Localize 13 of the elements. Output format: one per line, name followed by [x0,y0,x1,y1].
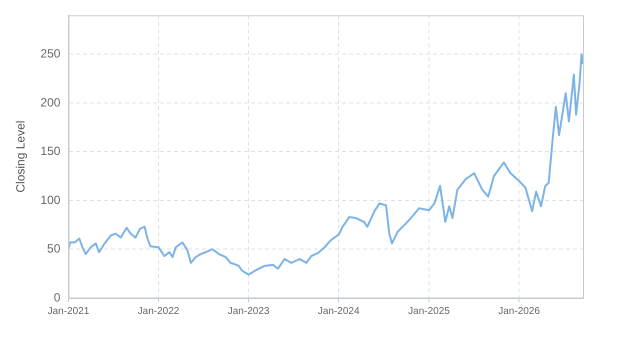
y-axis-title: Closing Level [14,120,28,193]
y-tick-label: 100 [40,192,61,207]
y-tick-label: 200 [40,95,61,110]
y-tick-label: 250 [40,46,61,61]
x-tick-label: Jan-2023 [228,306,270,317]
x-tick-label: Jan-2022 [138,306,180,317]
x-tick-label: Jan-2024 [318,306,360,317]
y-tick-label: 0 [54,290,61,304]
x-tick-label: Jan-2025 [408,306,450,317]
y-tick-label: 150 [40,144,61,158]
x-tick-label: Jan-2021 [48,306,90,317]
x-tick-label: Jan-2026 [498,306,540,317]
y-tick-label: 50 [47,242,61,256]
